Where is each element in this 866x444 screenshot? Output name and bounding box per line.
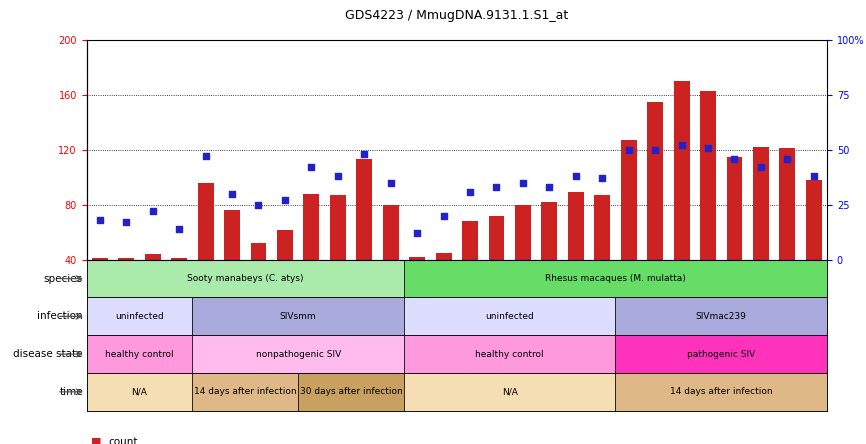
Point	[120, 219, 133, 226]
Bar	[356, 159, 372, 260]
Text: species: species	[44, 274, 83, 284]
Bar	[727, 157, 742, 260]
Bar	[753, 147, 769, 260]
Bar	[488, 216, 504, 260]
Bar	[404, 335, 616, 373]
Text: uninfected: uninfected	[485, 312, 534, 321]
Point	[542, 184, 556, 191]
Point	[569, 173, 583, 180]
Text: 14 days after infection: 14 days after infection	[670, 387, 772, 396]
Point	[198, 153, 212, 160]
Bar	[145, 254, 161, 260]
Bar	[224, 210, 240, 260]
Text: SIVsmm: SIVsmm	[280, 312, 316, 321]
Bar	[404, 260, 827, 297]
Point	[727, 155, 741, 162]
Bar	[303, 194, 320, 260]
Bar	[674, 81, 689, 260]
Bar	[250, 243, 267, 260]
Point	[145, 208, 159, 215]
Text: time: time	[59, 387, 83, 397]
Text: infection: infection	[37, 311, 83, 321]
Text: Rhesus macaques (M. mulatta): Rhesus macaques (M. mulatta)	[545, 274, 686, 283]
Point	[436, 212, 450, 219]
Point	[225, 190, 239, 197]
Bar	[568, 192, 584, 260]
Bar	[119, 258, 134, 260]
Bar	[410, 257, 425, 260]
Text: SIVmac239: SIVmac239	[695, 312, 746, 321]
Bar	[171, 258, 187, 260]
Bar	[92, 258, 107, 260]
Bar	[515, 205, 531, 260]
Text: N/A: N/A	[501, 387, 518, 396]
Bar	[277, 230, 293, 260]
Point	[358, 151, 372, 158]
Bar	[197, 183, 214, 260]
Bar	[779, 148, 795, 260]
Bar	[616, 297, 827, 335]
Bar	[87, 335, 192, 373]
Bar	[87, 260, 404, 297]
Bar	[541, 202, 558, 260]
Text: uninfected: uninfected	[115, 312, 164, 321]
Point	[701, 144, 715, 151]
Point	[384, 179, 397, 186]
Bar	[806, 180, 822, 260]
Bar	[298, 373, 404, 411]
Point	[278, 197, 292, 204]
Text: healthy control: healthy control	[475, 349, 544, 359]
Point	[463, 188, 477, 195]
Point	[305, 164, 319, 171]
Point	[595, 175, 609, 182]
Text: pathogenic SIV: pathogenic SIV	[687, 349, 755, 359]
Point	[93, 217, 107, 224]
Bar	[594, 195, 611, 260]
Text: N/A: N/A	[132, 387, 147, 396]
Text: GDS4223 / MmugDNA.9131.1.S1_at: GDS4223 / MmugDNA.9131.1.S1_at	[346, 9, 568, 22]
Point	[780, 155, 794, 162]
Bar	[616, 335, 827, 373]
Text: healthy control: healthy control	[105, 349, 174, 359]
Bar	[700, 91, 716, 260]
Text: 14 days after infection: 14 days after infection	[194, 387, 296, 396]
Bar	[192, 373, 298, 411]
Bar	[647, 102, 663, 260]
Bar	[404, 373, 616, 411]
Bar	[192, 335, 404, 373]
Point	[754, 164, 768, 171]
Text: nonpathogenic SIV: nonpathogenic SIV	[255, 349, 341, 359]
Bar	[87, 297, 192, 335]
Point	[410, 230, 424, 237]
Point	[172, 226, 186, 233]
Text: Sooty manabeys (C. atys): Sooty manabeys (C. atys)	[187, 274, 303, 283]
Text: ■: ■	[91, 437, 101, 444]
Point	[516, 179, 530, 186]
Bar	[616, 373, 827, 411]
Point	[489, 184, 503, 191]
Text: count: count	[108, 437, 138, 444]
Bar	[462, 221, 478, 260]
Point	[331, 173, 345, 180]
Bar	[330, 195, 346, 260]
Point	[649, 146, 662, 153]
Bar	[87, 373, 192, 411]
Point	[251, 201, 265, 208]
Text: 30 days after infection: 30 days after infection	[300, 387, 403, 396]
Point	[622, 146, 636, 153]
Point	[807, 173, 821, 180]
Bar	[621, 140, 637, 260]
Bar	[404, 297, 616, 335]
Bar	[192, 297, 404, 335]
Bar	[436, 253, 451, 260]
Bar	[383, 205, 398, 260]
Point	[675, 142, 688, 149]
Text: disease state: disease state	[13, 349, 83, 359]
